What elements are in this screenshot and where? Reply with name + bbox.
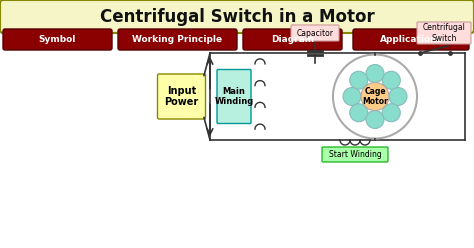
- Text: Diagram: Diagram: [271, 35, 314, 44]
- Text: Input
Power: Input Power: [164, 86, 199, 107]
- Circle shape: [389, 88, 407, 105]
- Circle shape: [382, 71, 400, 89]
- FancyBboxPatch shape: [243, 29, 342, 50]
- Circle shape: [343, 88, 361, 105]
- FancyBboxPatch shape: [157, 74, 206, 119]
- Circle shape: [382, 104, 400, 122]
- Circle shape: [366, 64, 384, 83]
- FancyBboxPatch shape: [291, 25, 339, 41]
- Text: Symbol: Symbol: [39, 35, 76, 44]
- Text: Applications: Applications: [380, 35, 443, 44]
- Circle shape: [366, 111, 384, 128]
- Text: Centrifugal
Switch: Centrifugal Switch: [422, 23, 465, 43]
- Text: Main
Winding: Main Winding: [214, 87, 254, 106]
- Circle shape: [350, 104, 368, 122]
- FancyBboxPatch shape: [353, 29, 469, 50]
- Circle shape: [350, 71, 368, 89]
- Text: Centrifugal Switch in a Motor: Centrifugal Switch in a Motor: [100, 8, 374, 26]
- Circle shape: [361, 83, 389, 111]
- Text: Start Winding: Start Winding: [328, 150, 382, 159]
- Text: Working Principle: Working Principle: [132, 35, 223, 44]
- FancyBboxPatch shape: [417, 22, 471, 44]
- FancyBboxPatch shape: [3, 29, 112, 50]
- FancyBboxPatch shape: [322, 147, 388, 162]
- Text: Capacitor: Capacitor: [297, 29, 334, 37]
- FancyBboxPatch shape: [118, 29, 237, 50]
- FancyBboxPatch shape: [0, 0, 474, 33]
- FancyBboxPatch shape: [217, 69, 251, 124]
- Text: Cage
Motor: Cage Motor: [362, 87, 388, 106]
